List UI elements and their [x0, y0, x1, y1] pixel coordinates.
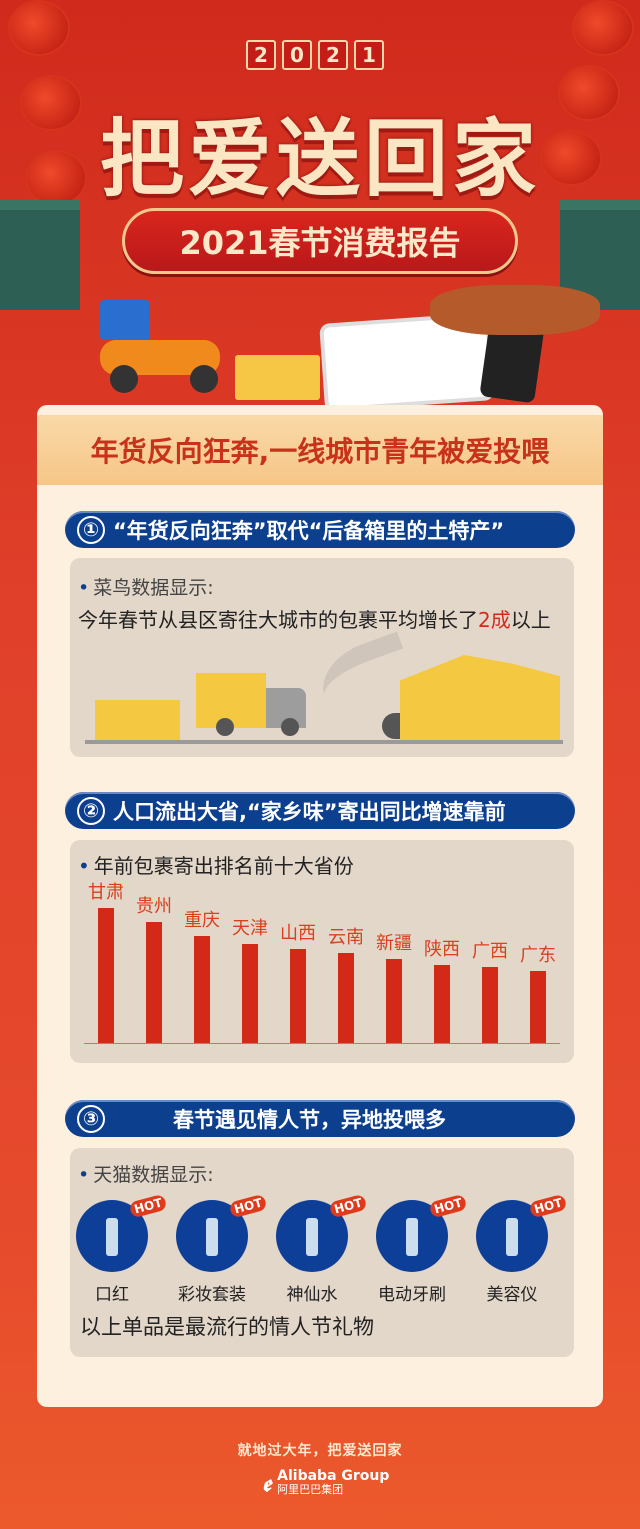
- gift-label: 电动牙刷: [378, 1285, 446, 1305]
- bar-label: 广西: [472, 941, 508, 963]
- bar-label: 新疆: [376, 933, 412, 955]
- chart-baseline: [84, 1043, 560, 1044]
- lantern-icon: [8, 0, 70, 56]
- bar-1: [146, 921, 162, 1043]
- building-left: [0, 200, 80, 310]
- section-title: 人口流出大省,“家乡味”寄出同比增速靠前: [113, 799, 506, 824]
- bar-label: 山西: [280, 922, 316, 944]
- bar-label: 重庆: [184, 910, 220, 932]
- year-digit: 1: [354, 40, 384, 70]
- highlight-value: 2成: [478, 608, 511, 632]
- section-number: ①: [77, 515, 105, 544]
- gift-footnote: 以上单品是最流行的情人节礼物: [80, 1315, 374, 1339]
- truck-icon: [196, 673, 306, 736]
- gift-label: 彩妆套装: [178, 1285, 246, 1305]
- footer-slogan: 就地过大年，把爱送回家: [237, 1443, 403, 1459]
- chart-title: 年前包裹寄出排名前十大省份: [78, 850, 354, 879]
- section-title: “年货反向狂奔”取代“后备箱里的土特产”: [113, 518, 505, 543]
- section1-text: 今年春节从县区寄往大城市的包裹平均增长了2成以上: [78, 605, 564, 635]
- text: 今年春节从县区寄往大城市的包裹平均增长了: [78, 608, 478, 632]
- lantern-icon: [572, 0, 634, 56]
- year-digit: 2: [246, 40, 276, 70]
- lantern-icon: [558, 65, 620, 121]
- electric-toothbrush-icon: HOT: [376, 1193, 468, 1272]
- boxes-illustration: [235, 355, 320, 400]
- year-digit: 0: [282, 40, 312, 70]
- lantern-icon: [25, 150, 87, 206]
- text: 以上: [510, 608, 551, 632]
- year-digit: 2: [318, 40, 348, 70]
- essence-bottle-icon: HOT: [276, 1193, 368, 1272]
- section-number: ②: [77, 796, 105, 825]
- bar-4: [290, 948, 306, 1043]
- bar-label: 贵州: [136, 895, 172, 917]
- gift-label: 神仙水: [286, 1285, 338, 1305]
- bar-5: [338, 952, 354, 1043]
- logo-text-cn: 阿里巴巴集团: [277, 1483, 344, 1496]
- lantern-icon: [20, 75, 82, 131]
- source-label: 天猫数据显示:: [78, 1160, 213, 1187]
- ground-line: [85, 740, 563, 744]
- section2-header: ② 人口流出大省,“家乡味”寄出同比增速靠前: [65, 792, 575, 829]
- report-subtitle: 2021春节消费报告: [122, 208, 518, 274]
- bar-8: [482, 967, 498, 1043]
- main-title: 把爱送回家: [99, 110, 540, 208]
- gift-label: 美容仪: [486, 1285, 538, 1305]
- lipstick-icon: HOT: [76, 1193, 168, 1272]
- bar-label: 云南: [328, 926, 364, 948]
- section-title: 春节遇见情人节，异地投喂多: [173, 1107, 446, 1132]
- boxes-icon: [95, 700, 180, 740]
- food-dishes-illustration: [430, 285, 600, 335]
- lantern-icon: [540, 130, 602, 186]
- bar-9: [530, 971, 546, 1043]
- bar-label: 天津: [232, 918, 268, 940]
- bar-2: [194, 936, 210, 1043]
- alibaba-logo-mark: ꬲ: [262, 1472, 272, 1497]
- bar-7: [434, 964, 450, 1043]
- section1-header: ① “年货反向狂奔”取代“后备箱里的土特产”: [65, 511, 575, 548]
- bar-0: [98, 908, 114, 1043]
- bar-label: 广东: [520, 945, 556, 967]
- source-label: 菜鸟数据显示:: [78, 573, 213, 600]
- card-title: 年货反向狂奔,一线城市青年被爱投喂: [37, 415, 603, 485]
- bar-label: 陕西: [424, 938, 460, 960]
- logo-text-en: Alibaba Group: [277, 1468, 390, 1484]
- gift-label: 口红: [95, 1285, 129, 1305]
- bar-6: [386, 959, 402, 1043]
- delivery-scooter-illustration: [80, 290, 230, 400]
- bar-3: [242, 944, 258, 1043]
- bar-label: 甘肃: [88, 882, 124, 903]
- beauty-device-icon: HOT: [476, 1193, 568, 1272]
- section-number: ③: [77, 1104, 105, 1133]
- alibaba-logo: ꬲ Alibaba Group 阿里巴巴集团: [262, 1468, 389, 1498]
- year-badge: 2 0 2 1: [246, 40, 384, 70]
- section3-header: ③ 春节遇见情人节，异地投喂多: [65, 1100, 575, 1137]
- makeup-kit-icon: HOT: [176, 1193, 268, 1272]
